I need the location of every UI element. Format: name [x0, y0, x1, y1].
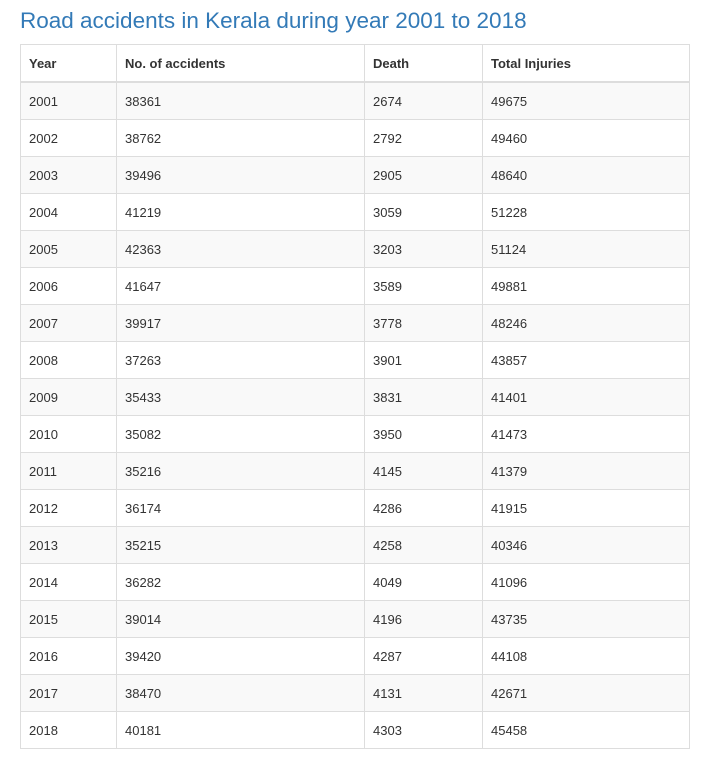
table-row: 2009 35433 3831 41401	[20, 378, 690, 416]
death-cell: 4287	[364, 637, 483, 675]
injuries-cell: 40346	[482, 526, 690, 564]
accidents-cell: 38470	[116, 674, 365, 712]
accidents-cell: 36282	[116, 563, 365, 601]
table-row: 2018 40181 4303 45458	[20, 711, 690, 749]
year-cell: 2003	[20, 156, 117, 194]
accidents-cell: 39420	[116, 637, 365, 675]
table-row: 2007 39917 3778 48246	[20, 304, 690, 342]
death-cell: 2792	[364, 119, 483, 157]
death-cell: 2674	[364, 81, 483, 120]
year-cell: 2011	[20, 452, 117, 490]
accidents-cell: 38762	[116, 119, 365, 157]
injuries-cell: 41379	[482, 452, 690, 490]
accidents-table: Year No. of accidents Death Total Injuri…	[20, 44, 690, 749]
injuries-cell: 51124	[482, 230, 690, 268]
year-cell: 2017	[20, 674, 117, 712]
injuries-cell: 42671	[482, 674, 690, 712]
accidents-cell: 36174	[116, 489, 365, 527]
death-cell: 4196	[364, 600, 483, 638]
injuries-cell: 48246	[482, 304, 690, 342]
accidents-cell: 35433	[116, 378, 365, 416]
table-row: 2016 39420 4287 44108	[20, 637, 690, 675]
death-cell: 4049	[364, 563, 483, 601]
table-row: 2017 38470 4131 42671	[20, 674, 690, 712]
table-row: 2004 41219 3059 51228	[20, 193, 690, 231]
injuries-cell: 51228	[482, 193, 690, 231]
column-header-death: Death	[364, 44, 483, 83]
year-cell: 2008	[20, 341, 117, 379]
year-cell: 2006	[20, 267, 117, 305]
table-row: 2012 36174 4286 41915	[20, 489, 690, 527]
page-title: Road accidents in Kerala during year 200…	[20, 8, 527, 33]
death-cell: 4131	[364, 674, 483, 712]
year-cell: 2001	[20, 81, 117, 120]
column-header-year: Year	[20, 44, 117, 83]
injuries-cell: 41401	[482, 378, 690, 416]
table-row: 2011 35216 4145 41379	[20, 452, 690, 490]
header-row: Year No. of accidents Death Total Injuri…	[20, 44, 690, 83]
injuries-cell: 44108	[482, 637, 690, 675]
year-cell: 2002	[20, 119, 117, 157]
accidents-cell: 39014	[116, 600, 365, 638]
injuries-cell: 48640	[482, 156, 690, 194]
column-header-accidents: No. of accidents	[116, 44, 365, 83]
year-cell: 2013	[20, 526, 117, 564]
accidents-cell: 42363	[116, 230, 365, 268]
accidents-cell: 37263	[116, 341, 365, 379]
table-row: 2010 35082 3950 41473	[20, 415, 690, 453]
accidents-cell: 35216	[116, 452, 365, 490]
death-cell: 4303	[364, 711, 483, 749]
year-cell: 2014	[20, 563, 117, 601]
table-row: 2015 39014 4196 43735	[20, 600, 690, 638]
death-cell: 3831	[364, 378, 483, 416]
table-row: 2006 41647 3589 49881	[20, 267, 690, 305]
death-cell: 3059	[364, 193, 483, 231]
column-header-injuries: Total Injuries	[482, 44, 690, 83]
death-cell: 4145	[364, 452, 483, 490]
injuries-cell: 41096	[482, 563, 690, 601]
death-cell: 4258	[364, 526, 483, 564]
table-row: 2002 38762 2792 49460	[20, 119, 690, 157]
year-cell: 2009	[20, 378, 117, 416]
accidents-cell: 39917	[116, 304, 365, 342]
death-cell: 3901	[364, 341, 483, 379]
injuries-cell: 41473	[482, 415, 690, 453]
death-cell: 3203	[364, 230, 483, 268]
injuries-cell: 49881	[482, 267, 690, 305]
table-row: 2001 38361 2674 49675	[20, 81, 690, 120]
table-row: 2013 35215 4258 40346	[20, 526, 690, 564]
year-cell: 2007	[20, 304, 117, 342]
accidents-cell: 41219	[116, 193, 365, 231]
table-row: 2008 37263 3901 43857	[20, 341, 690, 379]
injuries-cell: 45458	[482, 711, 690, 749]
year-cell: 2015	[20, 600, 117, 638]
death-cell: 2905	[364, 156, 483, 194]
accidents-cell: 40181	[116, 711, 365, 749]
table-row: 2014 36282 4049 41096	[20, 563, 690, 601]
year-cell: 2012	[20, 489, 117, 527]
year-cell: 2016	[20, 637, 117, 675]
injuries-cell: 49675	[482, 81, 690, 120]
table-header: Year No. of accidents Death Total Injuri…	[20, 44, 690, 83]
injuries-cell: 49460	[482, 119, 690, 157]
year-cell: 2010	[20, 415, 117, 453]
accidents-cell: 38361	[116, 81, 365, 120]
death-cell: 3778	[364, 304, 483, 342]
death-cell: 3589	[364, 267, 483, 305]
year-cell: 2004	[20, 193, 117, 231]
table-row: 2005 42363 3203 51124	[20, 230, 690, 268]
year-cell: 2005	[20, 230, 117, 268]
injuries-cell: 41915	[482, 489, 690, 527]
accidents-cell: 35082	[116, 415, 365, 453]
accidents-cell: 41647	[116, 267, 365, 305]
accidents-cell: 35215	[116, 526, 365, 564]
year-cell: 2018	[20, 711, 117, 749]
injuries-cell: 43857	[482, 341, 690, 379]
table-body: 2001 38361 2674 49675 2002 38762 2792 49460 2003…	[20, 81, 690, 749]
table-row: 2003 39496 2905 48640	[20, 156, 690, 194]
death-cell: 4286	[364, 489, 483, 527]
death-cell: 3950	[364, 415, 483, 453]
injuries-cell: 43735	[482, 600, 690, 638]
accidents-cell: 39496	[116, 156, 365, 194]
